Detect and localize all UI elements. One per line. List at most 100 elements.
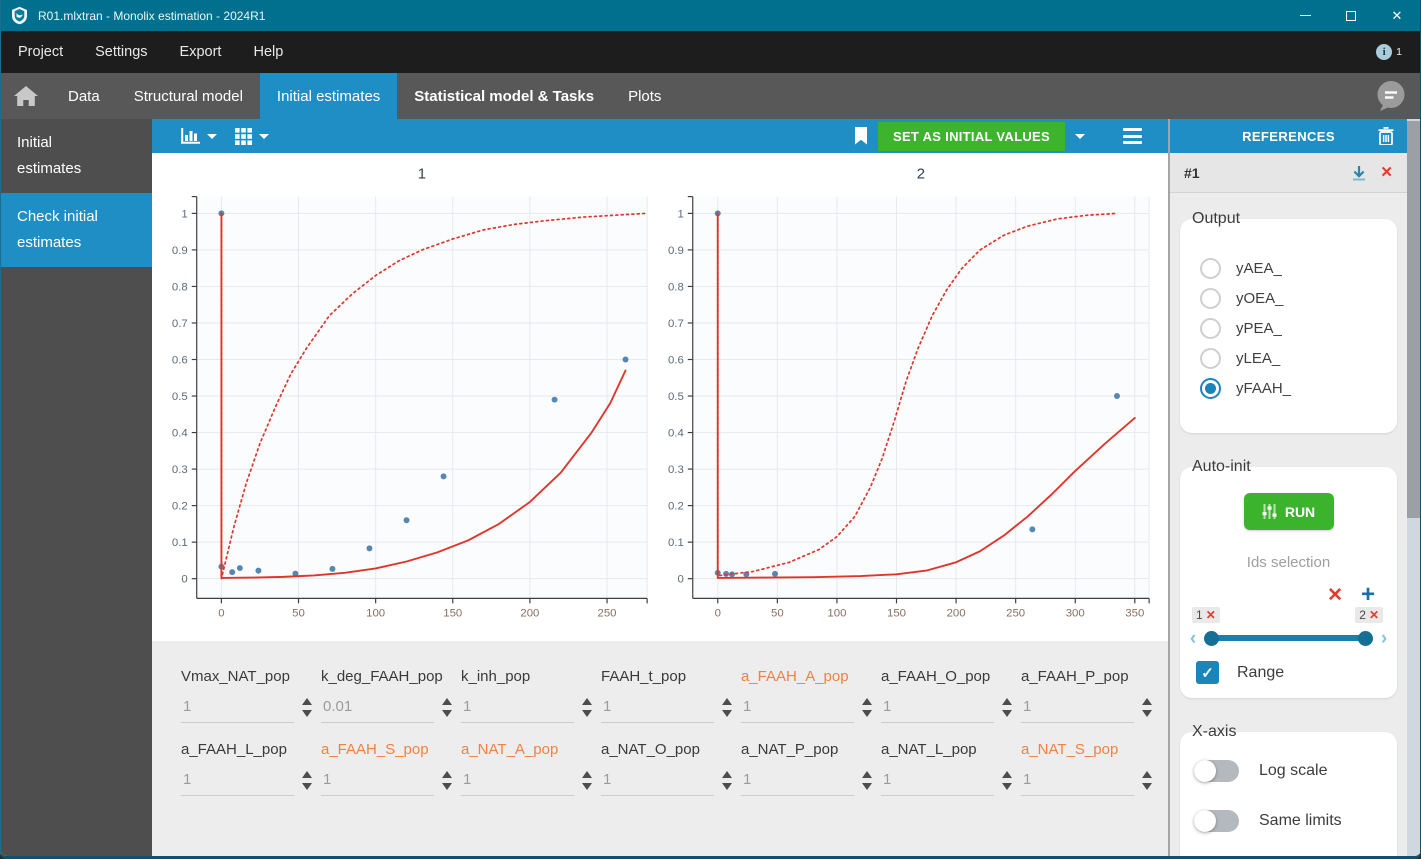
spinner-up-icon[interactable] [442,771,452,778]
run-button[interactable]: RUN [1243,493,1334,530]
minimize-button[interactable] [1290,4,1320,28]
spinner-up-icon[interactable] [302,698,312,705]
title-bar: R01.mlxtran - Monolix estimation - 2024R… [1,0,1420,31]
plot-id-2[interactable]: 0 0.1 0.2 0.3 0.4 0.5 0.6 0.7 0.8 0.9 1 0 50 100 150 20… [661,153,1168,641]
tab-initial-estimates[interactable]: Initial estimates [259,73,398,119]
param-value-input[interactable]: 1 [1021,771,1134,796]
param-value-input[interactable]: 1 [321,771,434,796]
menu-item-project[interactable]: Project [18,44,64,60]
spinner-down-icon[interactable] [582,783,592,790]
sidebar-item-check-initial-estimates[interactable]: Check initial estimates [1,193,152,267]
param-value-input[interactable]: 0.01 [321,698,434,723]
tab-structural-model[interactable]: Structural model [133,87,243,105]
spinner-down-icon[interactable] [1142,783,1152,790]
spinner-up-icon[interactable] [1142,698,1152,705]
spinner-up-icon[interactable] [722,771,732,778]
output-option-yaea[interactable]: yAEA_ [1200,253,1397,283]
spinner-down-icon[interactable] [1002,710,1012,717]
spinner-up-icon[interactable] [722,698,732,705]
layout-grid-button[interactable] [235,127,252,145]
set-initial-caret-icon[interactable] [1075,133,1085,139]
param-value-input[interactable]: 1 [461,771,574,796]
range-checkbox-row[interactable]: ✓ Range [1196,661,1397,684]
spinner-down-icon[interactable] [1142,710,1152,717]
plot-id-1[interactable]: 0 0.1 0.2 0.3 0.4 0.5 0.6 0.7 0.8 0.9 1 0 50 100 150 20… [160,153,661,641]
auto-init-section-label: Auto-init [1192,458,1251,475]
bookmark-icon[interactable] [854,127,868,145]
spinner-down-icon[interactable] [862,783,872,790]
param-value-input[interactable]: 1 [1021,698,1134,723]
param-value-input[interactable]: 1 [461,698,574,723]
chat-bubble-icon[interactable] [1374,79,1408,113]
panel-scrollbar[interactable] [1407,119,1420,856]
close-button[interactable]: ✕ [1382,4,1412,28]
slider-max-handle[interactable] [1358,630,1373,646]
output-option-ylea[interactable]: yLEA_ [1200,343,1397,373]
spinner-down-icon[interactable] [302,710,312,717]
download-reference-icon[interactable] [1351,165,1367,181]
slider-right-chevron-icon[interactable]: › [1380,627,1388,649]
slider-track[interactable] [1204,630,1373,646]
delete-all-references-button[interactable] [1378,126,1394,150]
chart-type-button[interactable] [181,128,200,144]
spinner-up-icon[interactable] [582,771,592,778]
menu-item-help[interactable]: Help [253,44,284,60]
toggle-same-limits[interactable]: Same limits [1194,806,1397,836]
maximize-button[interactable] [1336,4,1366,28]
set-as-initial-values-button[interactable]: SET AS INITIAL VALUES [877,121,1065,151]
spinner-down-icon[interactable] [862,710,872,717]
param-value-input[interactable]: 1 [601,771,714,796]
slider-left-chevron-icon[interactable]: ‹ [1189,627,1197,649]
tab-data[interactable]: Data [68,87,100,105]
spinner-up-icon[interactable] [302,771,312,778]
param-value-input[interactable]: 1 [741,771,854,796]
remove-id-min-icon[interactable]: ✕ [1205,608,1216,622]
spinner-down-icon[interactable] [722,783,732,790]
param-value-input[interactable]: 1 [181,698,294,723]
slider-min-handle[interactable] [1204,630,1219,646]
spinner-down-icon[interactable] [582,710,592,717]
info-icon[interactable]: i [1376,44,1393,60]
param-value-input[interactable]: 1 [881,698,994,723]
sidebar-item-initial-estimates[interactable]: Initial estimates [1,119,152,193]
range-checkbox[interactable]: ✓ [1196,661,1219,684]
panel-scrollbar-thumb[interactable] [1407,121,1420,518]
observed-data-point [551,396,558,403]
output-option-yfaah[interactable]: yFAAH_ [1200,373,1397,403]
toggle-switch[interactable] [1194,810,1239,832]
spinner-up-icon[interactable] [1002,771,1012,778]
toggle-switch[interactable] [1194,760,1239,782]
spinner-up-icon[interactable] [442,698,452,705]
param-value-input[interactable]: 1 [881,771,994,796]
param-value-input[interactable]: 1 [601,698,714,723]
spinner-up-icon[interactable] [1142,771,1152,778]
hamburger-menu-icon[interactable] [1123,128,1142,144]
spinner-down-icon[interactable] [722,710,732,717]
output-option-ypea[interactable]: yPEA_ [1200,313,1397,343]
spinner-up-icon[interactable] [862,698,872,705]
output-option-yoea[interactable]: yOEA_ [1200,283,1397,313]
tab-statistical-model-tasks[interactable]: Statistical model & Tasks [414,87,595,105]
remove-reference-icon[interactable]: ✕ [1380,164,1393,181]
layout-caret-icon[interactable] [259,133,269,139]
param-value-input[interactable]: 1 [181,771,294,796]
output-option-label: yLEA_ [1236,349,1281,367]
spinner-down-icon[interactable] [442,710,452,717]
tab-plots[interactable]: Plots [628,87,662,105]
spinner-up-icon[interactable] [1002,698,1012,705]
toggle-log-scale[interactable]: Log scale [1194,756,1397,786]
param-value-input[interactable]: 1 [741,698,854,723]
menu-item-export[interactable]: Export [179,44,222,60]
spinner-down-icon[interactable] [302,783,312,790]
add-id-icon[interactable]: + [1360,581,1375,608]
ids-range-slider[interactable]: ‹ › [1180,627,1397,649]
spinner-down-icon[interactable] [442,783,452,790]
spinner-up-icon[interactable] [582,698,592,705]
spinner-down-icon[interactable] [1002,783,1012,790]
menu-item-settings[interactable]: Settings [95,44,148,60]
home-tab[interactable] [1,73,51,119]
chart-type-caret-icon[interactable] [207,133,217,139]
clear-ids-icon[interactable]: ✕ [1327,584,1343,606]
remove-id-max-icon[interactable]: ✕ [1368,608,1379,622]
spinner-up-icon[interactable] [862,771,872,778]
